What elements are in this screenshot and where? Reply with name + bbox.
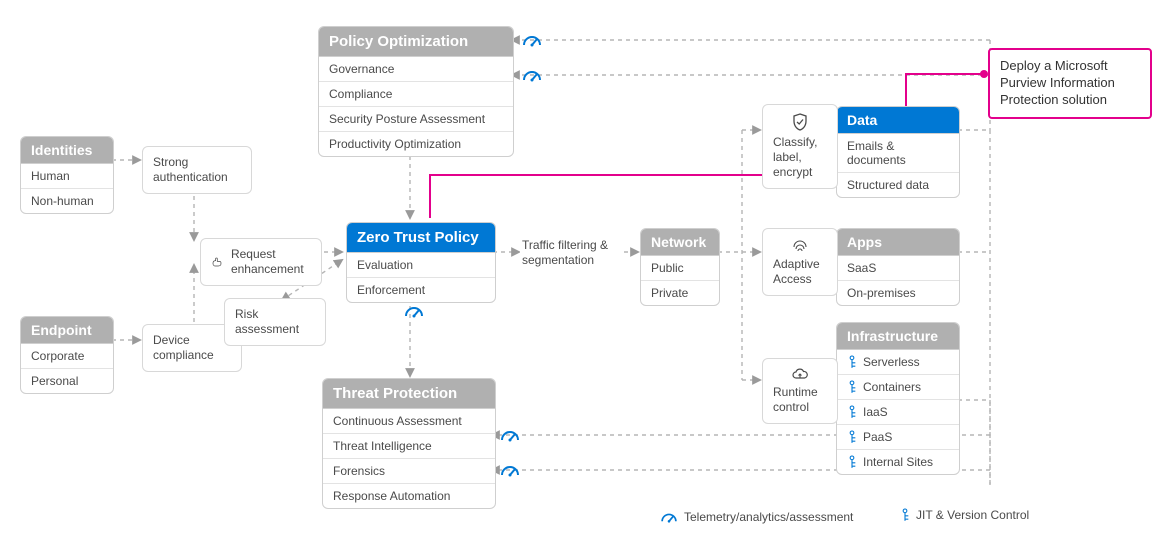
panel-row: Response Automation bbox=[323, 484, 495, 508]
panel-row: Evaluation bbox=[347, 253, 495, 278]
panel-row: Threat Intelligence bbox=[323, 434, 495, 459]
panel-row: Corporate bbox=[21, 344, 113, 369]
callout-purview: Deploy a Microsoft Purview Information P… bbox=[988, 48, 1152, 119]
panel-row: Compliance bbox=[319, 82, 513, 107]
fingerprint-icon bbox=[792, 237, 808, 253]
panel-title: Infrastructure bbox=[837, 323, 959, 350]
panel-policy-optimization: Policy Optimization Governance Complianc… bbox=[318, 26, 514, 157]
panel-title: Apps bbox=[837, 229, 959, 256]
panel-row: PaaS bbox=[837, 425, 959, 450]
panel-title: Endpoint bbox=[21, 317, 113, 344]
panel-network: Network Public Private bbox=[640, 228, 720, 306]
panel-row: Private bbox=[641, 281, 719, 305]
jit-icon bbox=[847, 405, 857, 419]
panel-data: Data Emails & documents Structured data bbox=[836, 106, 960, 198]
cloud-icon bbox=[791, 367, 809, 381]
hand-icon bbox=[211, 254, 223, 270]
panel-row: Productivity Optimization bbox=[319, 132, 513, 156]
panel-row: Governance bbox=[319, 57, 513, 82]
panel-row: Forensics bbox=[323, 459, 495, 484]
label-adaptive: Adaptive Access bbox=[762, 228, 838, 296]
diagram-canvas: Identities Human Non-human Endpoint Corp… bbox=[0, 0, 1153, 534]
panel-row: Human bbox=[21, 164, 113, 189]
panel-title: Zero Trust Policy bbox=[347, 223, 495, 253]
legend-telemetry: Telemetry/analytics/assessment bbox=[660, 510, 853, 524]
panel-row: SaaS bbox=[837, 256, 959, 281]
panel-row: IaaS bbox=[837, 400, 959, 425]
panel-row: Non-human bbox=[21, 189, 113, 213]
label-runtime: Runtime control bbox=[762, 358, 838, 424]
panel-row: Enforcement bbox=[347, 278, 495, 302]
panel-row: On-premises bbox=[837, 281, 959, 305]
jit-icon bbox=[847, 355, 857, 369]
panel-threat-protection: Threat Protection Continuous Assessment … bbox=[322, 378, 496, 509]
label-request-enhancement: Request enhancement bbox=[200, 238, 322, 286]
panel-row: Containers bbox=[837, 375, 959, 400]
panel-title: Network bbox=[641, 229, 719, 256]
panel-row: Serverless bbox=[837, 350, 959, 375]
panel-apps: Apps SaaS On-premises bbox=[836, 228, 960, 306]
panel-row: Personal bbox=[21, 369, 113, 393]
panel-row: Structured data bbox=[837, 173, 959, 197]
panel-infrastructure: Infrastructure Serverless Containers Iaa… bbox=[836, 322, 960, 475]
jit-icon bbox=[847, 455, 857, 469]
label-risk-assessment: Risk assessment bbox=[224, 298, 326, 346]
panel-identities: Identities Human Non-human bbox=[20, 136, 114, 214]
jit-icon bbox=[847, 380, 857, 394]
label-classify: Classify, label, encrypt bbox=[762, 104, 838, 189]
panel-endpoint: Endpoint Corporate Personal bbox=[20, 316, 114, 394]
label-strong-auth: Strong authentication bbox=[142, 146, 252, 194]
panel-zero-trust-policy: Zero Trust Policy Evaluation Enforcement bbox=[346, 222, 496, 303]
panel-title: Identities bbox=[21, 137, 113, 164]
jit-icon bbox=[900, 508, 910, 522]
legend-jit: JIT & Version Control bbox=[900, 508, 1029, 522]
panel-row: Internal Sites bbox=[837, 450, 959, 474]
panel-row: Security Posture Assessment bbox=[319, 107, 513, 132]
panel-title: Policy Optimization bbox=[319, 27, 513, 57]
panel-row: Continuous Assessment bbox=[323, 409, 495, 434]
panel-title: Threat Protection bbox=[323, 379, 495, 409]
panel-title: Data bbox=[837, 107, 959, 134]
panel-row: Emails & documents bbox=[837, 134, 959, 173]
gauge-icon bbox=[660, 511, 678, 523]
panel-row: Public bbox=[641, 256, 719, 281]
label-traffic-filtering: Traffic filtering & segmentation bbox=[520, 234, 620, 272]
shield-icon bbox=[792, 113, 808, 131]
jit-icon bbox=[847, 430, 857, 444]
